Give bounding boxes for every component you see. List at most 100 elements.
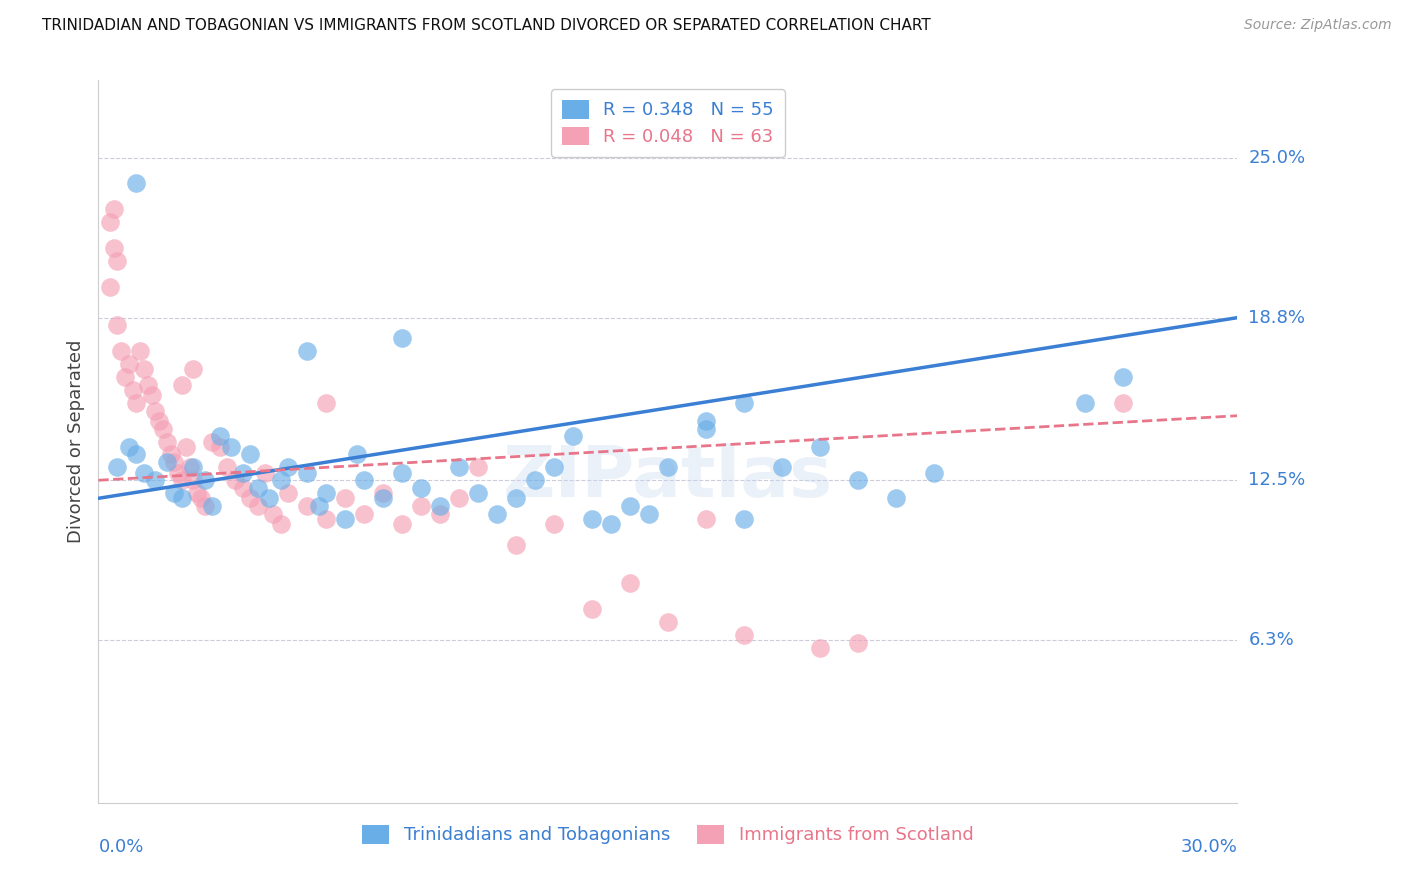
Point xyxy=(353,507,375,521)
Point xyxy=(183,473,205,487)
Point xyxy=(297,466,319,480)
Point xyxy=(486,507,509,521)
Point xyxy=(132,362,155,376)
Point xyxy=(221,440,243,454)
Point xyxy=(186,486,208,500)
Y-axis label: Divorced or Separated: Divorced or Separated xyxy=(66,340,84,543)
Point xyxy=(118,357,141,371)
Point xyxy=(657,615,679,630)
Point xyxy=(297,344,319,359)
Point xyxy=(808,440,831,454)
Point xyxy=(232,466,254,480)
Point xyxy=(353,473,375,487)
Point xyxy=(695,512,717,526)
Point xyxy=(107,318,129,333)
Point xyxy=(467,486,489,500)
Point xyxy=(232,481,254,495)
Point xyxy=(114,370,136,384)
Point xyxy=(217,460,239,475)
Point xyxy=(411,481,433,495)
Point xyxy=(208,440,231,454)
Point xyxy=(156,455,179,469)
Point xyxy=(118,440,141,454)
Point xyxy=(543,460,565,475)
Point xyxy=(103,202,125,217)
Point xyxy=(194,499,217,513)
Point xyxy=(208,429,231,443)
Point xyxy=(1112,370,1135,384)
Point xyxy=(733,628,755,642)
Point xyxy=(695,414,717,428)
Point xyxy=(125,396,148,410)
Point xyxy=(638,507,661,521)
Point xyxy=(562,429,585,443)
Point xyxy=(110,344,132,359)
Point xyxy=(277,486,299,500)
Point xyxy=(194,473,217,487)
Text: 25.0%: 25.0% xyxy=(1249,149,1306,167)
Point xyxy=(145,403,167,417)
Point xyxy=(259,491,281,506)
Point xyxy=(125,447,148,461)
Point xyxy=(449,491,471,506)
Point xyxy=(201,499,224,513)
Point xyxy=(98,279,121,293)
Text: ZIPatlas: ZIPatlas xyxy=(503,443,832,512)
Point xyxy=(163,486,186,500)
Point xyxy=(254,466,277,480)
Text: 6.3%: 6.3% xyxy=(1249,632,1294,649)
Point xyxy=(922,466,945,480)
Point xyxy=(159,447,181,461)
Point xyxy=(1074,396,1097,410)
Point xyxy=(449,460,471,475)
Point xyxy=(524,473,547,487)
Text: 30.0%: 30.0% xyxy=(1181,838,1237,855)
Point xyxy=(132,466,155,480)
Point xyxy=(145,473,167,487)
Point xyxy=(183,362,205,376)
Point xyxy=(156,434,179,449)
Point xyxy=(391,331,413,345)
Point xyxy=(429,499,451,513)
Point xyxy=(1112,396,1135,410)
Point xyxy=(148,414,170,428)
Point xyxy=(239,491,262,506)
Point xyxy=(224,473,246,487)
Point xyxy=(467,460,489,475)
Point xyxy=(170,491,193,506)
Text: TRINIDADIAN AND TOBAGONIAN VS IMMIGRANTS FROM SCOTLAND DIVORCED OR SEPARATED COR: TRINIDADIAN AND TOBAGONIAN VS IMMIGRANTS… xyxy=(42,18,931,33)
Text: 18.8%: 18.8% xyxy=(1249,309,1305,326)
Point xyxy=(183,460,205,475)
Point xyxy=(246,499,269,513)
Point xyxy=(190,491,212,506)
Point xyxy=(315,396,337,410)
Point xyxy=(884,491,907,506)
Point xyxy=(846,636,869,650)
Point xyxy=(733,512,755,526)
Point xyxy=(136,377,159,392)
Point xyxy=(170,473,193,487)
Point xyxy=(335,491,357,506)
Point xyxy=(129,344,152,359)
Point xyxy=(174,440,197,454)
Point xyxy=(141,388,163,402)
Point xyxy=(505,491,527,506)
Point xyxy=(846,473,869,487)
Point xyxy=(98,215,121,229)
Point xyxy=(600,517,623,532)
Point xyxy=(619,576,641,591)
Point xyxy=(315,486,337,500)
Point xyxy=(346,447,368,461)
Text: Source: ZipAtlas.com: Source: ZipAtlas.com xyxy=(1244,18,1392,32)
Point xyxy=(201,434,224,449)
Point xyxy=(808,640,831,655)
Point xyxy=(170,377,193,392)
Point xyxy=(167,466,190,480)
Point xyxy=(543,517,565,532)
Point xyxy=(277,460,299,475)
Point xyxy=(411,499,433,513)
Point xyxy=(505,538,527,552)
Point xyxy=(297,499,319,513)
Text: 0.0%: 0.0% xyxy=(98,838,143,855)
Point xyxy=(391,466,413,480)
